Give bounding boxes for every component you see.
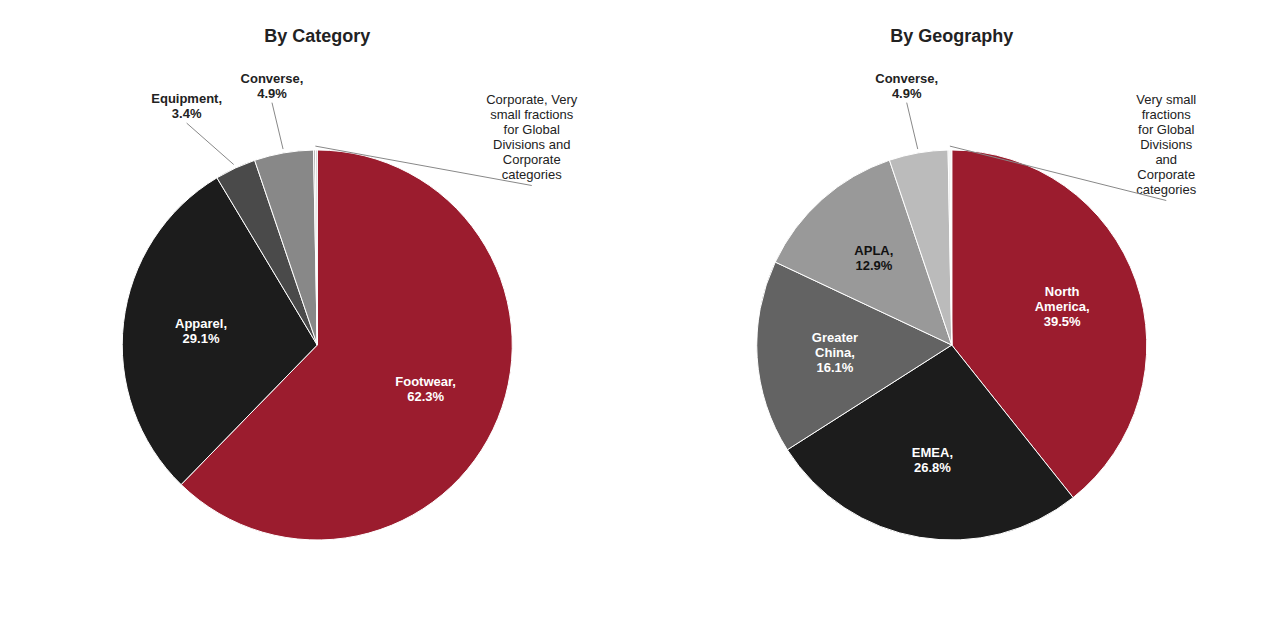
data-label: Apparel,29.1% — [175, 316, 227, 346]
chart-svg: By Category Footwear,62.3% Apparel,29.1% Co… — [0, 0, 1269, 629]
leader-line — [187, 123, 234, 164]
pie-slice — [889, 150, 951, 345]
data-label: EMEA,26.8% — [912, 445, 953, 475]
slices — [122, 150, 512, 540]
chart-title: By Geography — [890, 26, 1013, 46]
pie-slice — [948, 150, 952, 345]
pie-slice — [314, 150, 318, 345]
data-label: Converse,4.9% — [241, 71, 304, 101]
pie-slice — [255, 150, 318, 345]
chart-container: By Category Footwear,62.3% Apparel,29.1% Co… — [0, 0, 1269, 629]
pie-slice — [787, 345, 1073, 540]
data-label: APLA,12.9% — [854, 243, 893, 273]
leader-line — [272, 103, 283, 149]
annotation: Corporate, Verysmall fractionsfor Global… — [486, 92, 578, 182]
slices — [757, 150, 1147, 540]
data-labels: Footwear,62.3% Apparel,29.1% Converse,4.9%… — [151, 71, 456, 404]
pie-chart: By Geography NorthAmerica,39.5% EMEA,26.8%… — [757, 26, 1197, 540]
annotation-line — [315, 146, 531, 185]
data-labels: NorthAmerica,39.5% EMEA,26.8% GreaterChina… — [812, 71, 1090, 476]
chart-title: By Category — [264, 26, 370, 46]
pie-chart: By Category Footwear,62.3% Apparel,29.1% Co… — [122, 26, 578, 540]
data-label: NorthAmerica,39.5% — [1035, 284, 1090, 329]
data-label: Equipment,3.4% — [151, 91, 222, 121]
data-label: Footwear,62.3% — [395, 374, 456, 404]
annotation: Very smallfractionsfor GlobalDivisionsan… — [1136, 92, 1196, 197]
leader-line — [907, 103, 918, 149]
data-label: GreaterChina,16.1% — [812, 330, 858, 375]
annotation-line — [950, 146, 1166, 200]
data-label: Converse,4.9% — [875, 71, 938, 101]
pie-slice — [315, 150, 317, 345]
pie-slice — [950, 150, 952, 345]
